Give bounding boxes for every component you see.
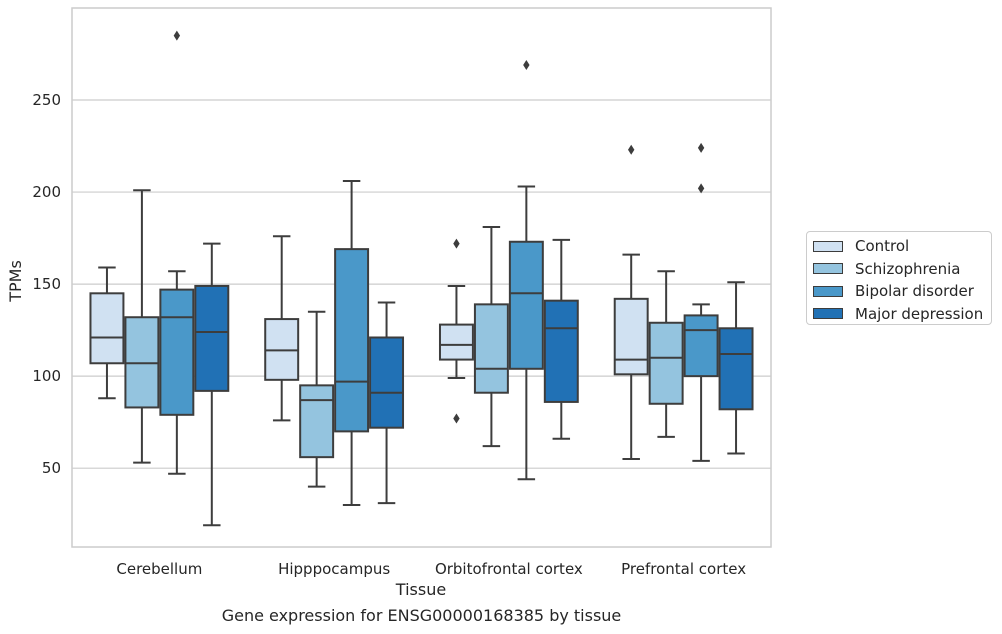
y-tick-label: 50 [42,459,61,477]
box-iqr [299,384,335,459]
y-axis-label: TPMs [6,260,25,303]
y-tick-label: 150 [32,275,61,293]
box-group [718,281,754,455]
box-iqr [718,327,754,411]
box-group [683,142,719,462]
plot-frame [71,7,772,548]
legend-label: Major depression [855,304,984,323]
box-iqr [194,284,230,392]
outlier-point [697,183,705,194]
figure-caption: Gene expression for ENSG00000168385 by t… [221,606,622,625]
outlier-point [173,30,181,41]
y-tick-labels: 50 100 150 200 250 [32,91,61,477]
box-iqr [159,288,195,416]
legend: Control Schizophrenia Bipolar disorder Majo… [806,231,992,325]
legend-label: Bipolar disorder [855,282,974,301]
box-group [473,226,509,448]
outlier-point [453,413,460,424]
outlier-point [628,144,635,155]
legend-item: Major depression [813,303,991,326]
x-tick-label: Prefrontal cortex [621,560,746,578]
legend-item: Control [813,235,991,258]
box-iqr [89,292,125,365]
box-group [369,301,405,505]
x-tick-label: Hipppocampus [278,560,390,578]
legend-swatch [813,263,843,275]
x-tick-label: Cerebellum [116,560,202,578]
box-group [264,235,300,422]
outlier-point [453,238,460,249]
box-group [438,238,474,424]
box-group [124,189,160,464]
box-iqr [648,321,684,405]
legend-item: Bipolar disorder [813,280,991,303]
y-tick-label: 250 [32,91,61,109]
box-iqr [543,299,579,403]
outlier-point [697,142,705,153]
x-tick-labels: Cerebellum Hipppocampus Orbitofrontal cort… [116,560,746,578]
legend-swatch [813,308,843,320]
x-axis-label: Tissue [395,580,446,599]
outlier-point [523,60,530,71]
box-group [334,180,370,507]
box-group [89,266,125,400]
legend-swatch [813,285,843,297]
box-group [508,60,544,481]
box-group [194,242,230,527]
box-group [648,270,684,438]
box-iqr [438,323,474,361]
legend-swatch [813,240,843,252]
legend-item: Schizophrenia [813,258,991,281]
legend-label: Schizophrenia [855,259,961,278]
box-iqr [369,336,405,429]
box-iqr [334,248,370,433]
box-iqr [613,297,649,376]
box-group [543,238,579,440]
box-group [159,30,195,475]
box-group [299,310,335,488]
x-tick-label: Orbitofrontal cortex [435,560,583,578]
box-group [613,144,649,460]
box-plot-series [89,30,754,527]
box-iqr [473,303,509,394]
legend-label: Control [855,237,910,256]
box-iqr [508,240,544,370]
box-iqr [683,314,719,378]
y-tick-label: 100 [32,367,61,385]
y-tick-label: 200 [32,183,61,201]
